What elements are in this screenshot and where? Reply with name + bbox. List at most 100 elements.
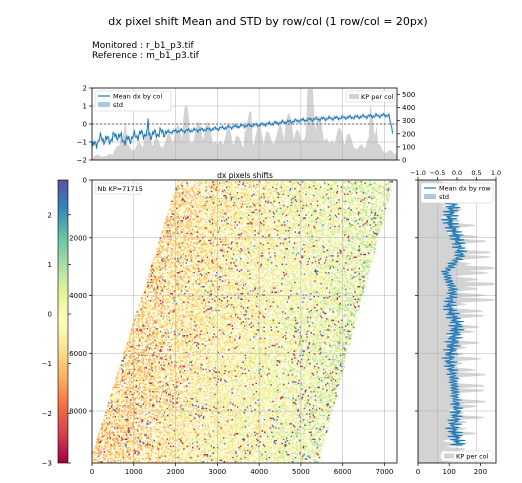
dx-point (316, 220, 318, 222)
dx-point (177, 210, 179, 212)
dx-point (266, 212, 268, 214)
dx-point (176, 208, 178, 210)
dx-point (297, 184, 299, 186)
dx-point (320, 208, 322, 210)
dx-point (298, 229, 300, 231)
dx-point (248, 219, 250, 221)
dx-point (343, 194, 345, 196)
dx-point (349, 188, 351, 190)
dx-point (379, 181, 381, 183)
dx-point (235, 192, 237, 194)
dx-point (289, 191, 291, 193)
dx-point (171, 241, 173, 243)
dx-point (354, 189, 356, 191)
dx-point (297, 209, 299, 211)
dx-point (365, 185, 367, 187)
dx-point (187, 238, 189, 240)
dx-point (226, 236, 228, 238)
dx-point (333, 181, 335, 183)
dx-point (333, 195, 335, 197)
dx-point (262, 229, 264, 231)
dx-point (348, 223, 350, 225)
dx-point (169, 229, 171, 231)
dx-point (275, 181, 277, 183)
dx-point (196, 212, 198, 214)
dx-point (255, 187, 257, 189)
dx-point (212, 209, 214, 211)
dx-point (264, 189, 266, 191)
dx-point (191, 222, 193, 224)
dx-point (230, 227, 232, 229)
dx-point (233, 203, 235, 205)
dx-point (179, 217, 181, 219)
dx-point (238, 192, 240, 194)
dx-point (365, 224, 367, 226)
dx-point (220, 198, 222, 200)
dx-point (311, 231, 313, 233)
dx-point (236, 187, 238, 189)
dx-point (315, 229, 317, 231)
dx-point (358, 220, 360, 222)
dx-point (267, 217, 269, 219)
dx-point (339, 189, 341, 191)
dx-point (233, 181, 235, 183)
dx-point (368, 224, 370, 226)
dx-point (232, 236, 234, 238)
dx-point (184, 226, 186, 228)
dx-point (296, 215, 298, 217)
dx-point (354, 230, 356, 232)
dx-point (326, 195, 328, 197)
dx-point (244, 229, 246, 231)
dx-point (243, 194, 245, 196)
dx-point (376, 194, 378, 196)
dx-point (204, 189, 206, 191)
dx-point (374, 229, 376, 231)
dx-point (297, 182, 299, 184)
dx-point (328, 223, 330, 225)
dx-point (293, 227, 295, 229)
dx-point (309, 187, 311, 189)
dx-point (374, 196, 376, 198)
dx-point (312, 208, 314, 210)
dx-point (298, 195, 300, 197)
dx-point (214, 226, 216, 228)
dx-point (366, 223, 368, 225)
dx-point (246, 238, 248, 240)
dx-point (311, 187, 313, 189)
dx-point (378, 206, 380, 208)
dx-point (203, 224, 205, 226)
dx-point (362, 219, 364, 221)
dx-point (185, 205, 187, 207)
dx-point (242, 238, 244, 240)
dx-point (222, 236, 224, 238)
dx-point (198, 222, 200, 224)
dx-point (339, 202, 341, 204)
dx-point (313, 241, 315, 243)
dx-point (243, 236, 245, 238)
dx-point (333, 230, 335, 232)
dx-point (261, 233, 263, 235)
dx-point (234, 187, 236, 189)
dx-point (324, 188, 326, 190)
dx-point (178, 220, 180, 222)
dx-point (338, 208, 340, 210)
dx-point (319, 210, 321, 212)
dx-point (353, 236, 355, 238)
dx-point (286, 215, 288, 217)
dx-point (240, 231, 242, 233)
dx-point (260, 220, 262, 222)
dx-point (282, 231, 284, 233)
dx-point (297, 196, 299, 198)
dx-point (324, 236, 326, 238)
dx-point (176, 230, 178, 232)
dx-point (356, 209, 358, 211)
dx-point (212, 231, 214, 233)
dx-point (180, 227, 182, 229)
dx-point (325, 196, 327, 198)
dx-point (364, 210, 366, 212)
dx-point (321, 196, 323, 198)
dx-point (178, 182, 180, 184)
dx-point (192, 233, 194, 235)
dx-point (236, 227, 238, 229)
dx-point (246, 212, 248, 214)
